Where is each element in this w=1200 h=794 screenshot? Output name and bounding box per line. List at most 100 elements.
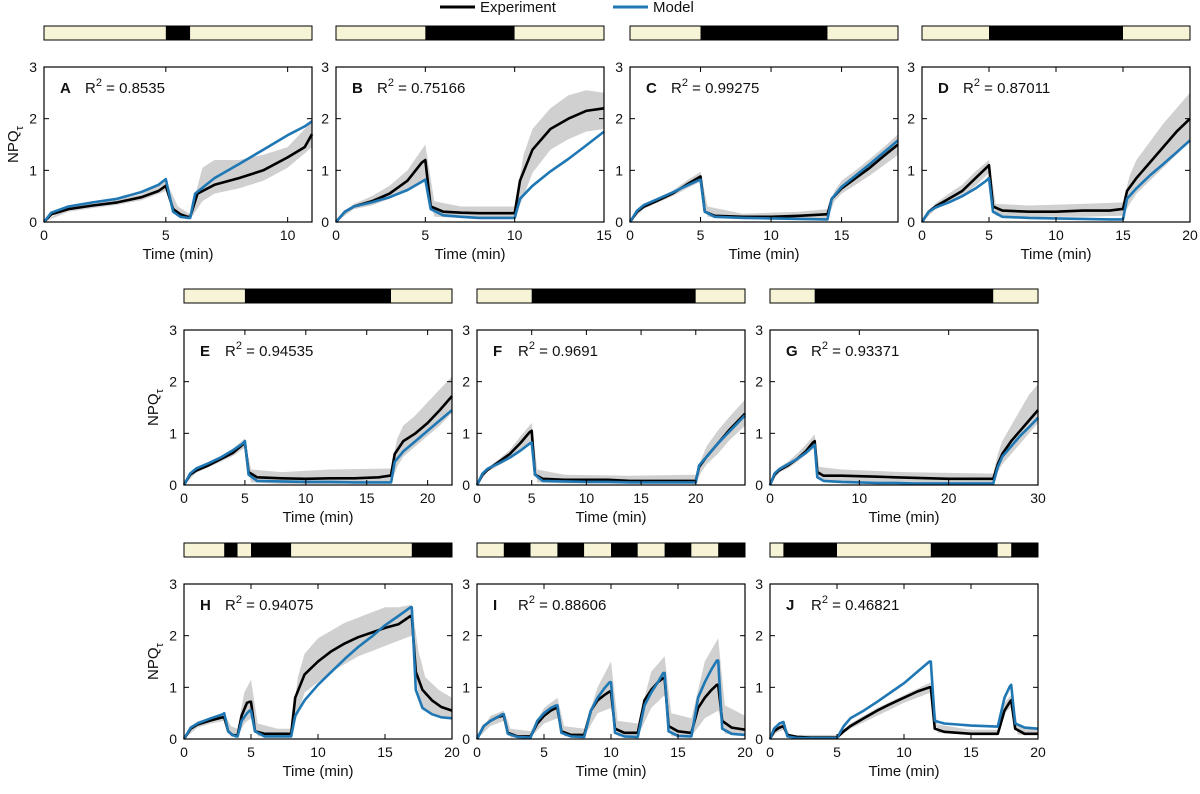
y-tick-label: 3 xyxy=(907,59,915,75)
regime-bar-outline xyxy=(769,542,1039,558)
y-tick-label: 2 xyxy=(462,374,470,390)
y-tick-label: 2 xyxy=(321,111,329,127)
y-tick-label: 0 xyxy=(755,477,763,493)
y-axis-label: NPQτ xyxy=(5,125,26,163)
light-regime-bar xyxy=(769,542,1039,558)
y-tick-label: 2 xyxy=(169,628,177,644)
x-axis-label: Time (min) xyxy=(728,246,799,263)
axes-frame xyxy=(629,66,899,223)
dark-period xyxy=(718,543,745,557)
experiment-line xyxy=(768,685,1038,740)
y-tick-label: 3 xyxy=(615,59,623,75)
light-period xyxy=(190,26,312,40)
x-tick-label: 0 xyxy=(766,744,774,760)
x-tick-label: 20 xyxy=(444,744,460,760)
light-period xyxy=(827,26,898,40)
dark-period xyxy=(814,289,994,303)
x-axis-label: Time (min) xyxy=(142,246,213,263)
dark-period xyxy=(930,543,998,557)
x-tick-label: 0 xyxy=(626,227,634,243)
light-regime-bar xyxy=(769,288,1039,304)
y-tick-label: 1 xyxy=(462,425,470,441)
y-tick-label: 3 xyxy=(462,322,470,338)
experiment-line xyxy=(335,107,605,223)
model-line xyxy=(335,130,605,223)
x-axis-label: Time (min) xyxy=(434,246,505,263)
light-regime-bar xyxy=(921,25,1191,41)
light-regime-bar xyxy=(183,542,453,558)
axes-frame xyxy=(183,329,453,486)
y-tick-label: 2 xyxy=(755,628,763,644)
x-tick-label: 10 xyxy=(310,744,326,760)
y-tick-label: 3 xyxy=(755,576,763,592)
y-axis-label: NPQτ xyxy=(145,388,166,426)
r-squared-label: R2 = 0.88606 xyxy=(518,594,606,614)
y-tick-label: 1 xyxy=(321,162,329,178)
light-period xyxy=(44,26,166,40)
light-period xyxy=(695,289,745,303)
r-squared-label: R2 = 0.8535 xyxy=(85,77,165,97)
x-tick-label: 20 xyxy=(941,490,957,506)
panel-letter: I xyxy=(493,597,497,614)
x-tick-label: 20 xyxy=(737,744,753,760)
x-tick-label: 10 xyxy=(1048,227,1064,243)
x-tick-label: 10 xyxy=(298,490,314,506)
y-tick-label: 2 xyxy=(907,111,915,127)
panel-letter: B xyxy=(352,80,363,97)
regime-bar-outline xyxy=(476,288,746,304)
light-period xyxy=(291,543,412,557)
panel-letter: A xyxy=(60,80,71,97)
dark-period xyxy=(244,289,392,303)
model-line xyxy=(42,120,313,223)
light-regime-bar xyxy=(183,288,453,304)
light-regime-bar xyxy=(335,25,605,41)
panel-letter: H xyxy=(200,597,211,614)
dark-period xyxy=(700,26,828,40)
y-tick-label: 0 xyxy=(321,214,329,230)
axes-frame xyxy=(43,66,313,223)
x-tick-label: 10 xyxy=(579,490,595,506)
y-tick-label: 1 xyxy=(907,162,915,178)
panel-letter: E xyxy=(200,343,210,360)
light-period xyxy=(1123,26,1190,40)
experiment-band xyxy=(184,376,452,485)
y-tick-label: 1 xyxy=(755,679,763,695)
y-tick-label: 0 xyxy=(29,214,37,230)
x-tick-label: 15 xyxy=(1115,227,1131,243)
y-tick-label: 1 xyxy=(755,425,763,441)
dark-period xyxy=(503,543,531,557)
light-period xyxy=(637,543,665,557)
y-tick-label: 0 xyxy=(755,731,763,747)
r-squared-label: R2 = 0.75166 xyxy=(377,77,465,97)
x-tick-label: 15 xyxy=(633,490,649,506)
panel-letter: F xyxy=(493,343,502,360)
x-tick-label: 15 xyxy=(359,490,375,506)
light-period xyxy=(837,543,931,557)
x-tick-label: 10 xyxy=(896,744,912,760)
panel-letter: C xyxy=(646,80,657,97)
x-tick-label: 20 xyxy=(1182,227,1198,243)
light-period xyxy=(391,289,452,303)
light-period xyxy=(770,543,784,557)
y-tick-label: 3 xyxy=(169,322,177,338)
y-tick-label: 1 xyxy=(615,162,623,178)
x-tick-label: 5 xyxy=(985,227,993,243)
model-line xyxy=(768,416,1039,486)
legend-model-label: Model xyxy=(653,0,694,16)
x-tick-label: 30 xyxy=(1030,490,1046,506)
panel-e: 0 5 10 15 20 0 1 2 3 Time (min) NPQτ E R2 = 0.94535 xyxy=(145,288,453,526)
x-axis-label: Time (min) xyxy=(575,763,646,780)
x-tick-label: 0 xyxy=(473,744,481,760)
x-tick-label: 20 xyxy=(688,490,704,506)
x-tick-label: 20 xyxy=(1030,744,1046,760)
dark-period xyxy=(531,289,696,303)
y-tick-label: 0 xyxy=(615,214,623,230)
regime-bar-outline xyxy=(629,25,899,41)
light-period xyxy=(630,26,701,40)
x-tick-label: 0 xyxy=(180,490,188,506)
panel-letter: G xyxy=(786,343,798,360)
model-line xyxy=(920,139,1191,223)
panel-c: 0 5 10 15 0 1 2 3 Time (min) C R2 = 0.99275 xyxy=(615,25,899,263)
